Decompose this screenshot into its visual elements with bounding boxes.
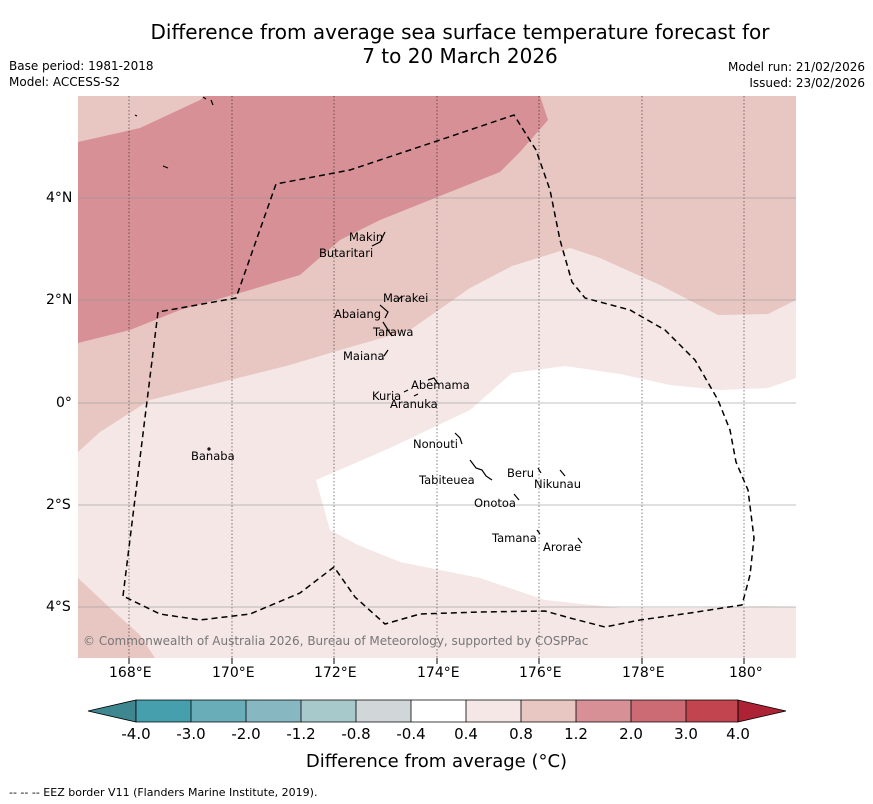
- lon-label-174e: 174°E: [417, 665, 460, 681]
- cb-label: -0.8: [341, 725, 371, 743]
- label-tarawa: Tarawa: [372, 325, 413, 339]
- map-panel: Makin Butaritari Marakei Abaiang Tarawa …: [78, 96, 796, 664]
- colorbar-segment: [356, 700, 411, 722]
- label-beru: Beru: [507, 466, 534, 480]
- model-name: Model: ACCESS-S2: [9, 75, 121, 89]
- contour-sw-corner: [78, 578, 155, 658]
- lon-label-170e: 170°E: [212, 665, 255, 681]
- colorbar-segment: [191, 700, 246, 722]
- cb-label: -1.2: [286, 725, 316, 743]
- label-banaba: Banaba: [191, 449, 235, 463]
- lon-label-168e: 168°E: [109, 665, 152, 681]
- colorbar-over: [737, 699, 787, 723]
- title-line-1: Difference from average sea surface temp…: [150, 20, 770, 44]
- cb-label: 0.4: [454, 725, 478, 743]
- label-kuria: Kuria: [372, 389, 401, 403]
- colorbar: [87, 699, 787, 723]
- label-butaritari: Butaritari: [319, 246, 373, 260]
- cb-label: -4.0: [121, 725, 151, 743]
- label-arorae: Arorae: [543, 540, 581, 554]
- meta-left: Base period: 1981-2018 Model: ACCESS-S2: [9, 58, 154, 90]
- cb-label: 4.0: [726, 725, 750, 743]
- issued-date: Issued: 23/02/2026: [749, 76, 865, 90]
- lon-label-176e: 176°E: [519, 665, 562, 681]
- label-abaiang: Abaiang: [334, 307, 381, 321]
- eez-footnote: -- -- -- EEZ border V11 (Flanders Marine…: [9, 786, 318, 799]
- colorbar-segment: [411, 700, 466, 722]
- contour-neutral: [316, 366, 796, 608]
- chart-title: Difference from average sea surface temp…: [90, 20, 830, 68]
- lat-label-2s: 2°S: [46, 497, 71, 513]
- model-run: Model run: 21/02/2026: [727, 60, 865, 74]
- label-nikunau: Nikunau: [534, 477, 581, 491]
- cb-label: 2.0: [619, 725, 643, 743]
- colorbar-segment: [686, 700, 738, 722]
- cb-label: 3.0: [674, 725, 698, 743]
- copyright-text: © Commonwealth of Australia 2026, Bureau…: [83, 634, 588, 648]
- lon-label-172e: 172°E: [314, 665, 357, 681]
- meta-right: Model run: 21/02/2026 Issued: 23/02/2026: [728, 59, 865, 91]
- label-tabiteuea: Tabiteuea: [418, 473, 475, 487]
- lat-label-0: 0°: [56, 395, 72, 411]
- title-line-2: 7 to 20 March 2026: [362, 44, 558, 68]
- lat-label-2n: 2°N: [46, 292, 73, 308]
- cb-label: -0.4: [396, 725, 426, 743]
- colorbar-segment: [136, 700, 191, 722]
- colorbar-title: Difference from average (°C): [305, 751, 568, 772]
- colorbar-segment: [576, 700, 631, 722]
- label-tamana: Tamana: [491, 531, 537, 545]
- cb-label: -3.0: [176, 725, 206, 743]
- colorbar-segment: [521, 700, 576, 722]
- label-makin: Makin: [349, 230, 383, 244]
- colorbar-under: [87, 699, 137, 723]
- cb-label: -2.0: [231, 725, 261, 743]
- label-abemama: Abemama: [411, 378, 470, 392]
- eez-border: [122, 114, 755, 628]
- base-period: Base period: 1981-2018: [9, 59, 154, 73]
- label-marakei: Marakei: [383, 291, 428, 305]
- lon-label-178e: 178°E: [622, 665, 665, 681]
- label-aranuka: Aranuka: [390, 397, 438, 411]
- colorbar-segment: [301, 700, 356, 722]
- lat-label-4s: 4°S: [46, 599, 71, 615]
- colorbar-segment: [631, 700, 686, 722]
- lat-label-4n: 4°N: [46, 190, 73, 206]
- cb-label: 0.8: [509, 725, 533, 743]
- label-maiana: Maiana: [343, 349, 385, 363]
- colorbar-segment: [466, 700, 521, 722]
- colorbar-segment: [246, 700, 301, 722]
- lon-label-180: 180°: [729, 665, 763, 681]
- label-nonouti: Nonouti: [413, 437, 458, 451]
- cb-label: 1.2: [564, 725, 588, 743]
- contour-1.2-2.0: [78, 96, 548, 343]
- label-onotoa: Onotoa: [474, 496, 516, 510]
